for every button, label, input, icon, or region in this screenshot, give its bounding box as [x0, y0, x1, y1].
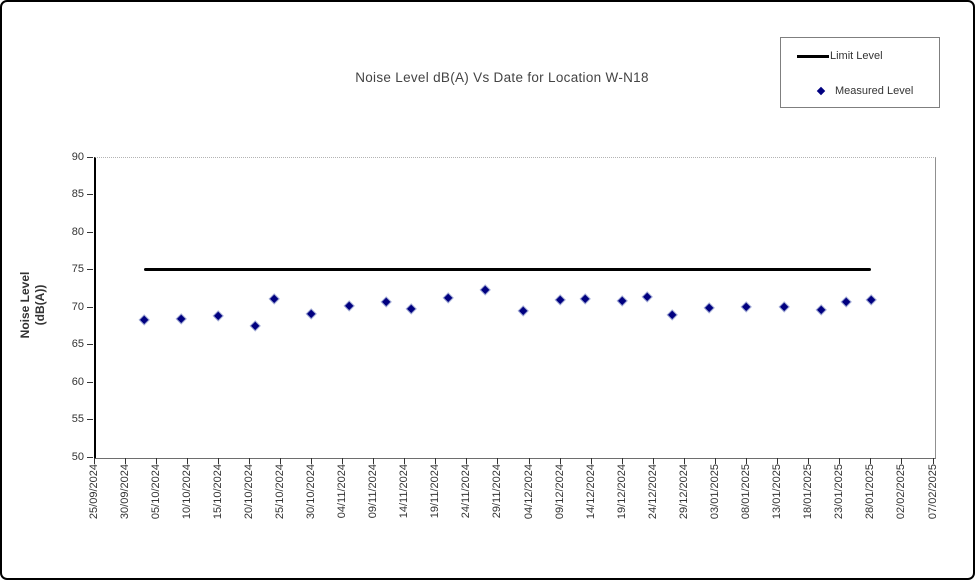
x-tick-mark: [279, 458, 281, 464]
x-tick-label: 19/12/2024: [615, 464, 628, 520]
y-tick-label: 85: [71, 188, 84, 200]
x-tick-mark: [248, 458, 250, 464]
x-tick-label: 29/11/2024: [491, 464, 504, 519]
x-tick-label: 14/11/2024: [398, 464, 411, 519]
y-tick-mark: [87, 269, 93, 270]
x-tick-label: 14/12/2024: [584, 464, 597, 520]
x-tick-label: 30/09/2024: [118, 464, 131, 520]
x-tick-mark: [497, 458, 499, 464]
limit-level-line-marker: [797, 54, 829, 58]
x-tick-label: 18/01/2025: [802, 464, 815, 520]
x-tick-mark: [528, 458, 530, 464]
x-tick-label: 07/02/2025: [926, 464, 939, 520]
x-tick-mark: [901, 458, 903, 464]
y-tick-label: 55: [71, 413, 84, 425]
x-tick-mark: [186, 458, 188, 464]
x-tick-mark: [808, 458, 810, 464]
x-tick-label: 09/12/2024: [553, 464, 566, 520]
legend-label: Limit Level: [830, 50, 883, 62]
x-tick-mark: [404, 458, 406, 464]
x-tick-label: 25/10/2024: [273, 464, 286, 520]
legend-label: Measured Level: [835, 85, 914, 97]
x-tick-mark: [870, 458, 872, 464]
x-tick-mark: [777, 458, 779, 464]
x-tick-label: 10/10/2024: [180, 464, 193, 520]
x-tick-label: 15/10/2024: [211, 464, 224, 520]
limit-level-line: [143, 268, 871, 271]
x-tick-mark: [559, 458, 561, 464]
y-tick-mark: [87, 156, 93, 158]
x-tick-label: 05/10/2024: [149, 464, 162, 520]
y-tick-label: 80: [71, 225, 84, 238]
y-tick-mark: [87, 381, 93, 383]
x-tick-label: 24/12/2024: [646, 464, 659, 520]
measured-level-diamond-marker: [815, 85, 827, 97]
y-axis-title-line2: (dB(A)): [33, 284, 47, 326]
x-tick-label: 08/01/2025: [740, 464, 753, 520]
x-tick-label: 04/12/2024: [522, 464, 535, 520]
x-tick-label: 13/01/2025: [771, 464, 784, 520]
x-tick-mark: [683, 458, 685, 464]
y-tick-mark: [87, 194, 93, 195]
x-tick-mark: [932, 458, 934, 464]
y-tick-mark: [87, 419, 93, 420]
y-tick-mark: [87, 231, 93, 233]
y-tick-label: 70: [71, 300, 84, 313]
y-tick-mark: [87, 456, 93, 458]
x-tick-label: 23/01/2025: [833, 464, 846, 520]
y-tick-label: 90: [71, 150, 84, 163]
x-tick-label: 04/11/2024: [336, 464, 349, 519]
x-tick-label: 02/02/2025: [895, 464, 908, 520]
x-tick-mark: [590, 458, 592, 464]
x-tick-mark: [746, 458, 748, 464]
x-tick-mark: [435, 458, 437, 464]
x-tick-label: 03/01/2025: [708, 464, 721, 520]
x-tick-mark: [311, 458, 313, 464]
x-tick-mark: [93, 458, 95, 464]
y-tick-label: 65: [71, 338, 84, 350]
legend-item-limit-level: Limit Level: [781, 48, 883, 64]
x-tick-mark: [373, 458, 375, 464]
x-tick-label: 25/09/2024: [87, 464, 100, 520]
x-tick-mark: [342, 458, 344, 464]
x-tick-mark: [714, 458, 716, 464]
x-tick-label: 30/10/2024: [305, 464, 318, 520]
x-tick-mark: [466, 458, 468, 464]
y-tick-label: 75: [71, 263, 84, 275]
x-tick-mark: [217, 458, 219, 464]
x-tick-mark: [839, 458, 841, 464]
x-tick-label: 24/11/2024: [460, 464, 473, 519]
y-tick-label: 60: [71, 375, 84, 388]
y-axis-title-line1: Noise Level: [18, 271, 32, 339]
x-tick-label: 09/11/2024: [367, 464, 380, 519]
x-tick-label: 28/01/2025: [864, 464, 877, 520]
x-tick-label: 19/11/2024: [429, 464, 442, 519]
x-tick-mark: [124, 458, 126, 464]
chart-title: Noise Level dB(A) Vs Date for Location W…: [355, 70, 649, 85]
plot-area: [94, 157, 936, 459]
legend: Limit Level Measured Level: [780, 37, 940, 108]
legend-item-measured-level: Measured Level: [781, 83, 913, 99]
x-tick-mark: [621, 458, 623, 464]
y-tick-label: 50: [71, 450, 84, 463]
y-tick-mark: [87, 344, 93, 345]
x-tick-mark: [652, 458, 654, 464]
y-axis-title: Noise Level (dB(A)): [18, 272, 48, 339]
x-tick-label: 29/12/2024: [677, 464, 690, 520]
x-tick-mark: [155, 458, 157, 464]
y-tick-mark: [87, 306, 93, 308]
x-tick-label: 20/10/2024: [242, 464, 255, 520]
